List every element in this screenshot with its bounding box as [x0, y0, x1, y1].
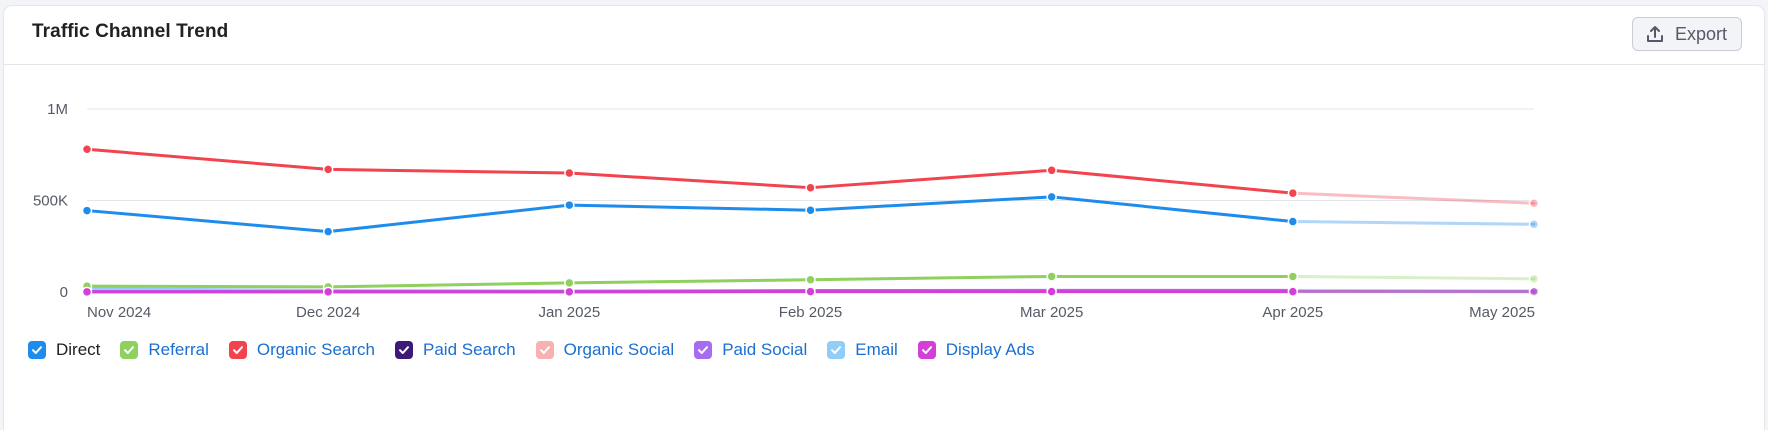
data-point-organic-search	[1287, 187, 1299, 199]
checkbox-check-icon[interactable]	[827, 341, 846, 359]
chart-legend: Direct Referral Organic Search Paid Search O…	[28, 340, 1055, 360]
export-label: Export	[1674, 23, 1727, 44]
card-header: Traffic Channel Trend Export	[4, 6, 1764, 65]
data-point-display-ads	[81, 286, 93, 298]
legend-label: Paid Search	[423, 340, 516, 359]
data-point-referral	[1046, 271, 1057, 282]
legend-label: Referral	[148, 340, 209, 359]
traffic-channel-card: Traffic Channel Trend Export 0 500K 1M Nov …	[4, 6, 1764, 430]
data-point-organic-search	[81, 144, 93, 155]
checkbox-check-icon[interactable]	[395, 341, 413, 359]
x-tick-label: Nov 2024	[87, 304, 151, 321]
series-projection-paid-social	[1291, 288, 1536, 293]
data-point-referral	[1528, 273, 1540, 285]
x-tick-label: Mar 2025	[1020, 304, 1083, 321]
data-point-referral	[1287, 271, 1299, 282]
data-point-organic-search	[1046, 165, 1057, 176]
data-point-display-ads	[564, 286, 575, 298]
legend-item-display-ads[interactable]: Display Ads	[917, 340, 1035, 360]
y-tick-label: 1M	[47, 101, 68, 118]
data-point-display-ads	[1528, 286, 1540, 298]
series-line-referral	[85, 274, 1295, 289]
checkbox-check-icon[interactable]	[28, 341, 46, 359]
legend-item-organic-social[interactable]: Organic Social	[535, 340, 675, 360]
traffic-line-chart: 0 500K 1M Nov 2024 Dec 2024 Jan 2025 Feb 2025 M…	[33, 101, 1540, 321]
data-point-display-ads	[322, 286, 334, 298]
checkbox-check-icon[interactable]	[120, 341, 139, 359]
data-point-display-ads	[1287, 286, 1299, 297]
x-tick-label: Feb 2025	[779, 304, 842, 321]
x-tick-label: Apr 2025	[1262, 304, 1323, 321]
legend-label: Organic Search	[256, 340, 375, 359]
data-point-direct	[1046, 191, 1057, 203]
legend-label: Organic Social	[563, 340, 675, 359]
data-point-organic-search	[564, 167, 575, 179]
legend-label: Paid Social	[722, 340, 808, 359]
data-point-referral	[805, 274, 816, 285]
legend-item-direct[interactable]: Direct	[28, 340, 100, 360]
data-point-direct	[1528, 219, 1540, 230]
data-point-organic-search	[322, 164, 334, 175]
legend-label: Display Ads	[945, 340, 1035, 359]
legend-label: Email	[855, 340, 898, 359]
legend-item-paid-social[interactable]: Paid Social	[694, 340, 807, 360]
y-tick-label: 500K	[33, 193, 68, 210]
upload-icon	[1645, 24, 1665, 44]
page-title: Traffic Channel Trend	[32, 21, 229, 42]
data-point-display-ads	[1046, 286, 1057, 297]
x-tick-label: Jan 2025	[538, 304, 600, 321]
export-button[interactable]: Export	[1631, 17, 1742, 51]
checkbox-check-icon[interactable]	[535, 341, 554, 359]
data-point-organic-search	[1528, 197, 1540, 209]
data-point-direct	[1287, 216, 1299, 227]
data-point-direct	[564, 199, 575, 211]
data-point-referral	[564, 277, 575, 289]
y-tick-label: 0	[60, 284, 68, 301]
series-projection-direct	[1291, 220, 1536, 226]
legend-label: Direct	[56, 340, 101, 359]
checkbox-check-icon[interactable]	[694, 341, 713, 359]
legend-item-email[interactable]: Email	[827, 340, 898, 360]
data-point-organic-search	[805, 182, 816, 193]
x-tick-label: May 2025	[1469, 304, 1535, 321]
data-point-direct	[805, 204, 816, 216]
legend-item-organic-search[interactable]: Organic Search	[228, 340, 375, 360]
legend-item-paid-search[interactable]: Paid Search	[395, 340, 516, 360]
series-projection-organic-search	[1291, 191, 1536, 205]
checkbox-check-icon[interactable]	[228, 341, 247, 359]
x-tick-label: Dec 2024	[296, 304, 360, 321]
series-line-direct	[85, 195, 1295, 234]
data-point-direct	[322, 226, 334, 237]
checkbox-check-icon[interactable]	[917, 341, 936, 359]
series-projection-referral	[1291, 274, 1536, 281]
data-point-direct	[81, 205, 93, 216]
legend-item-referral[interactable]: Referral	[120, 340, 209, 360]
data-point-display-ads	[805, 286, 816, 297]
series-line-organic-search	[85, 147, 1295, 195]
